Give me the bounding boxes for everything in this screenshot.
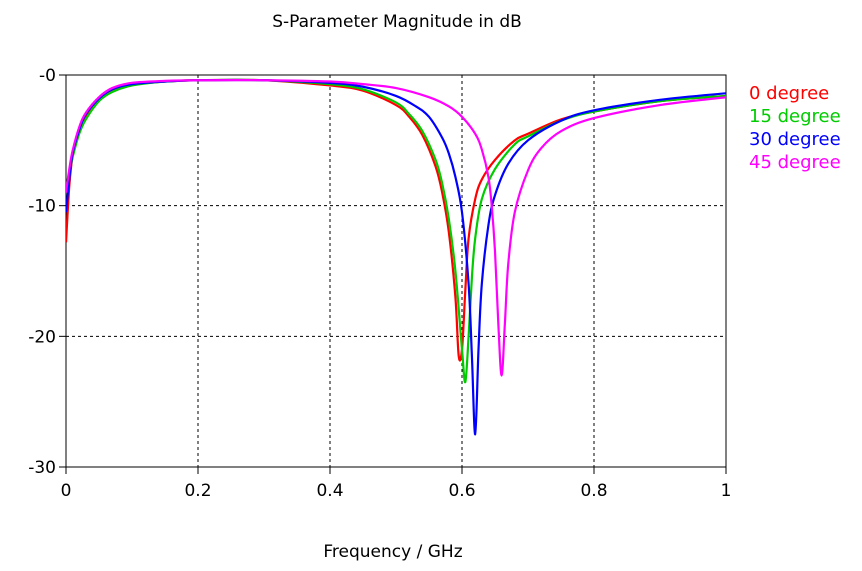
chart-title: S-Parameter Magnitude in dB xyxy=(272,12,522,32)
legend-entry-0: 0 degree xyxy=(749,83,829,104)
x-tick-label-0: 0 xyxy=(61,481,72,501)
series-line-2 xyxy=(66,78,726,436)
y-tick-label-0: -0 xyxy=(39,66,56,86)
y-tick-label-2: -20 xyxy=(28,327,56,347)
x-tick-label-1: 0.2 xyxy=(184,481,211,501)
y-axis-ticks: -0 -10 -20 -30 xyxy=(28,66,66,478)
grid-lines xyxy=(66,75,726,467)
x-axis-label: Frequency / GHz xyxy=(323,542,462,562)
series-line-0 xyxy=(66,78,726,362)
x-axis-ticks: 0 0.2 0.4 0.6 0.8 1 xyxy=(61,467,732,501)
plot-frame xyxy=(65,74,727,468)
legend-entry-2: 30 degree xyxy=(749,129,841,150)
y-tick-label-3: -30 xyxy=(28,458,56,478)
legend-entry-1: 15 degree xyxy=(749,106,841,127)
legend-entry-3: 45 degree xyxy=(749,152,841,173)
series-line-1 xyxy=(66,78,726,384)
series-line-3 xyxy=(66,79,726,377)
x-tick-label-3: 0.6 xyxy=(448,481,475,501)
y-tick-label-1: -10 xyxy=(28,197,56,217)
series-lines xyxy=(66,78,726,436)
x-tick-label-2: 0.4 xyxy=(316,481,343,501)
x-tick-label-5: 1 xyxy=(721,481,732,501)
x-tick-label-4: 0.8 xyxy=(580,481,607,501)
